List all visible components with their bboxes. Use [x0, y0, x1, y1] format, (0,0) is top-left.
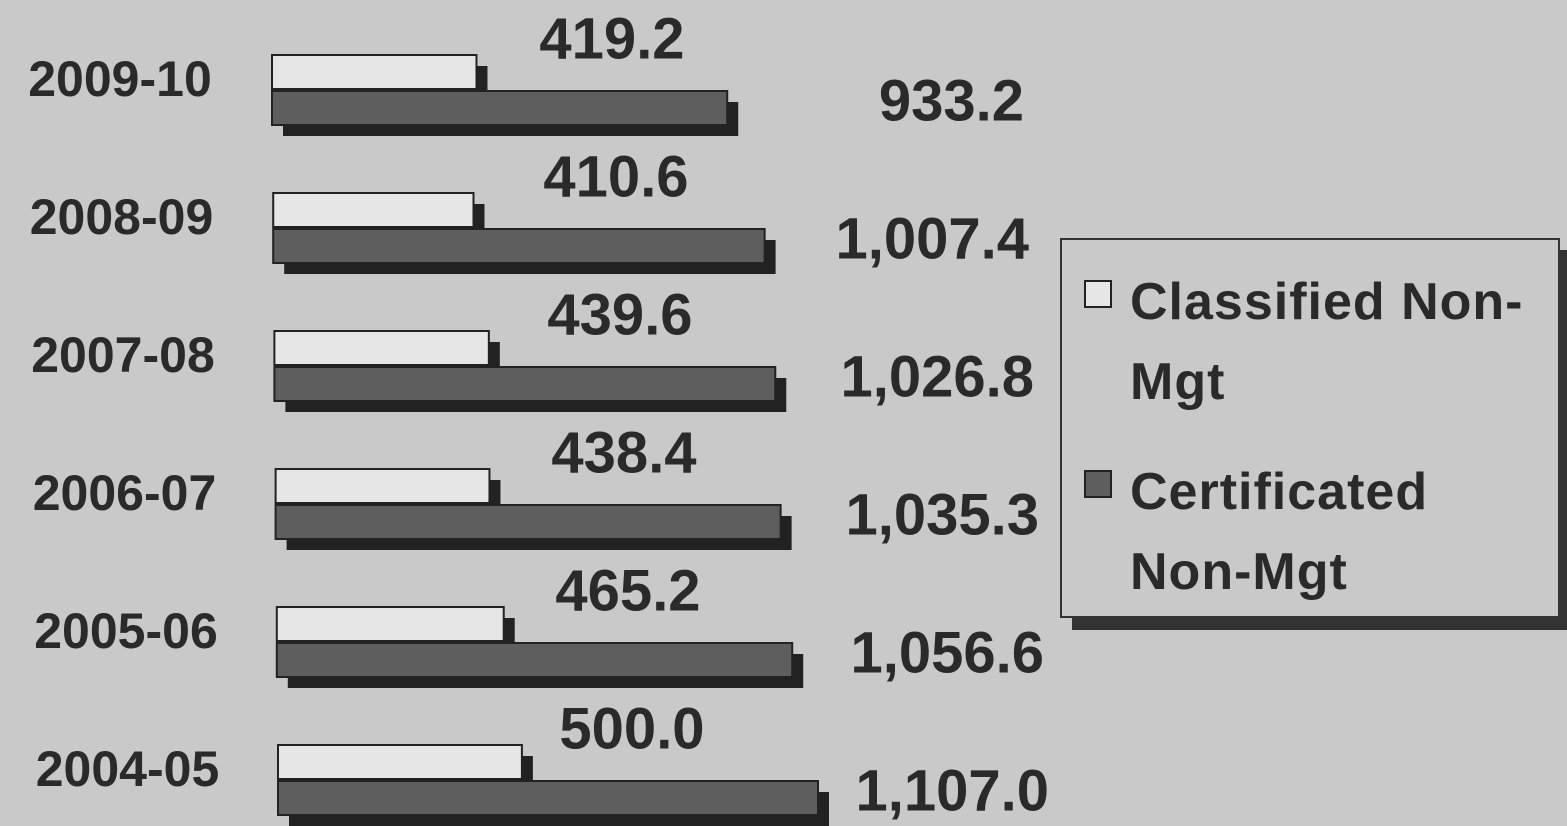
bar: [277, 780, 819, 816]
y-tick-label: 2005-06: [34, 603, 218, 659]
value-label: 1,035.3: [845, 482, 1039, 547]
legend-label: Certificated Non-Mgt: [1130, 463, 1429, 601]
value-label: 439.6: [547, 282, 692, 347]
value-label: 438.4: [551, 420, 696, 485]
value-label: 465.2: [555, 558, 700, 623]
value-label: 500.0: [559, 696, 704, 761]
y-tick-label: 2008-09: [30, 189, 214, 245]
legend-label: Classified Non-Mgt: [1130, 273, 1524, 411]
bar: [274, 468, 491, 504]
bar: [273, 330, 490, 366]
y-tick-label: 2004-05: [36, 741, 220, 797]
bar: [271, 54, 478, 90]
bar: [273, 366, 777, 402]
value-label: 1,026.8: [840, 344, 1034, 409]
bar: [271, 90, 729, 126]
legend-entry: Certificated Non-Mgt: [1084, 452, 1548, 612]
legend-entry: Classified Non-Mgt: [1084, 262, 1548, 422]
bar: [275, 606, 505, 642]
y-tick-label: 2007-08: [31, 327, 215, 383]
y-tick-label: 2009-10: [28, 51, 212, 107]
value-label: 1,056.6: [850, 620, 1044, 685]
bar: [274, 504, 782, 540]
legend-swatch: [1084, 280, 1112, 308]
y-tick-label: 2006-07: [33, 465, 217, 521]
bar: [272, 228, 766, 264]
value-label: 1,107.0: [855, 758, 1049, 823]
bar: [277, 744, 523, 780]
legend-swatch: [1084, 470, 1112, 498]
value-label: 933.2: [879, 68, 1024, 133]
legend: Classified Non-Mgt Certificated Non-Mgt: [1060, 238, 1560, 618]
bar: [275, 642, 794, 678]
value-label: 419.2: [539, 6, 684, 71]
bar: [272, 192, 475, 228]
value-label: 410.6: [543, 144, 688, 209]
value-label: 1,007.4: [835, 206, 1029, 271]
